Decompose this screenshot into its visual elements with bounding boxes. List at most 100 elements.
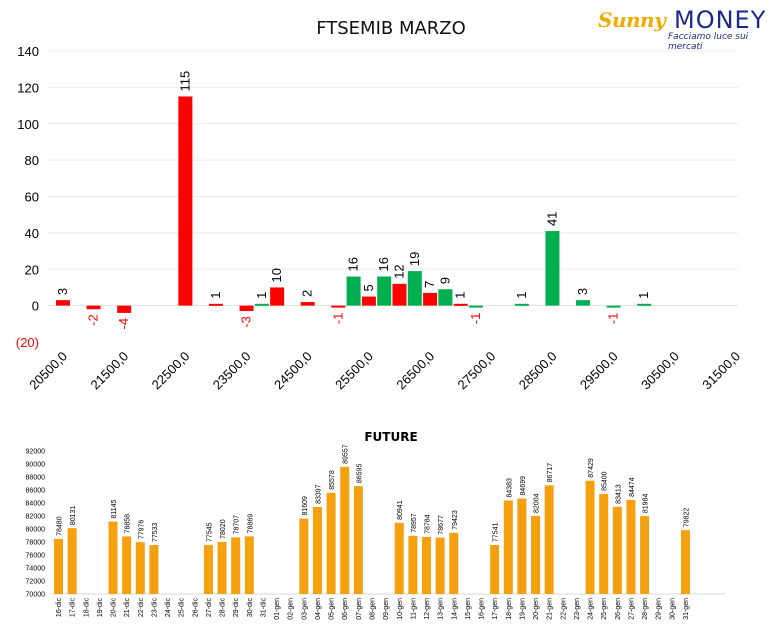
- data-label: 83397: [315, 484, 322, 504]
- x-tick-label: 06-gen: [342, 598, 349, 620]
- bar-green: [407, 271, 422, 306]
- data-label: 77541: [493, 522, 500, 542]
- x-tick-label: 22-dic: [138, 598, 145, 618]
- bar: [122, 536, 132, 594]
- data-label: 77533: [152, 522, 159, 542]
- x-tick-label: 16-gen: [479, 598, 486, 620]
- bar-green: [346, 276, 361, 306]
- bar: [544, 485, 554, 594]
- x-tick-label: 25-dic: [179, 598, 186, 618]
- data-label: 12: [392, 264, 407, 278]
- x-tick-label: 21-gen: [547, 598, 554, 620]
- y-tick-label: 120: [17, 80, 39, 95]
- bar-red: [331, 305, 346, 308]
- data-label: 78020: [220, 519, 227, 539]
- data-label: 86595: [356, 464, 363, 484]
- bar: [490, 544, 500, 594]
- x-tick-label: 09-gen: [383, 598, 390, 620]
- bar: [503, 500, 513, 594]
- bar: [408, 535, 418, 594]
- x-tick-label: 19-dic: [97, 598, 104, 618]
- data-label: 81145: [111, 500, 118, 519]
- x-tick-label: 27500,0: [455, 349, 499, 393]
- data-label: 10: [269, 268, 284, 282]
- y-tick-label: 88000: [26, 475, 46, 482]
- x-tick-label: 20-dic: [111, 598, 118, 618]
- x-tick-label: 08-gen: [369, 598, 376, 620]
- data-label: -4: [116, 318, 131, 330]
- y-tick-label: 100: [17, 117, 39, 132]
- data-label: 1: [208, 292, 223, 299]
- data-label: 5: [361, 284, 376, 291]
- y-tick-label: (20): [16, 335, 39, 350]
- bar-red: [361, 296, 376, 306]
- data-label: 87429: [588, 458, 595, 478]
- logo-tagline: Facciamo luce sui mercati: [668, 32, 749, 52]
- x-tick-label: 22500,0: [149, 349, 193, 393]
- bar-red: [423, 292, 438, 306]
- x-tick-label: 11-gen: [410, 598, 417, 619]
- bar-green: [438, 289, 453, 306]
- x-tick-label: 24500,0: [271, 349, 315, 393]
- bar: [54, 538, 63, 594]
- future-price-chart: 92000 90000 88000 86000 84000 82000 80000 78000…: [26, 444, 726, 620]
- x-tick-label: 19-gen: [519, 598, 526, 620]
- bar: [680, 530, 690, 594]
- y-tick-label: 82000: [26, 514, 46, 521]
- x-tick-label: 29-gen: [656, 598, 663, 620]
- bar: [217, 541, 227, 594]
- x-tick-label: 28500,0: [516, 349, 560, 393]
- x-tick-label: 26-gen: [615, 598, 622, 620]
- bar-red: [453, 303, 468, 306]
- y-tick-label: 40: [25, 226, 39, 241]
- bar-red: [208, 303, 223, 306]
- x-tick-label: 18-gen: [506, 598, 513, 620]
- data-label: 81609: [302, 496, 309, 516]
- data-label: 85578: [329, 470, 336, 490]
- bar-red: [270, 287, 285, 306]
- bar-red: [86, 305, 101, 310]
- data-label: 115: [177, 71, 192, 92]
- data-label: 3: [575, 288, 590, 295]
- data-label: 81984: [643, 494, 650, 514]
- bar: [394, 522, 404, 594]
- y-tick-label: 74000: [26, 566, 46, 573]
- bar: [67, 528, 77, 594]
- bar-red: [56, 300, 70, 306]
- x-tick-label: 17-gen: [492, 598, 499, 620]
- x-tick-label: 31-dic: [260, 598, 267, 618]
- x-tick-label: 13-gen: [438, 598, 445, 620]
- bar-green: [637, 303, 652, 306]
- bar-green: [514, 303, 529, 306]
- x-tick-label: 22-gen: [560, 598, 567, 620]
- x-tick-label: 24-gen: [588, 598, 595, 620]
- x-tick-label: 25500,0: [332, 349, 376, 393]
- bar: [531, 515, 541, 594]
- x-tick-label: 21500,0: [87, 349, 131, 393]
- data-label: 2: [300, 290, 315, 297]
- data-label: 78869: [247, 514, 254, 534]
- bar: [203, 544, 213, 594]
- x-tick-label: 04-gen: [315, 598, 322, 620]
- y-tick-label: 20: [25, 262, 39, 277]
- x-tick-label: 26500,0: [393, 349, 437, 393]
- bar: [612, 506, 622, 594]
- bar-red: [392, 283, 407, 306]
- x-tick-label: 03-gen: [301, 598, 308, 620]
- data-label: 78957: [411, 513, 418, 533]
- bar: [244, 536, 254, 594]
- chart-title-future: FUTURE: [364, 430, 418, 444]
- data-label: 82004: [534, 493, 541, 513]
- data-label: 78480: [57, 516, 64, 536]
- data-label: 16: [346, 257, 361, 271]
- x-tick-label: 07-gen: [356, 598, 363, 620]
- data-label: 80941: [397, 500, 404, 520]
- data-label: 84474: [629, 477, 636, 497]
- bar: [640, 516, 650, 594]
- data-label: -2: [86, 314, 101, 326]
- y-tick-label: 140: [17, 44, 39, 59]
- y-tick-label: 90000: [26, 462, 46, 469]
- bar: [340, 466, 350, 594]
- bar: [435, 537, 445, 594]
